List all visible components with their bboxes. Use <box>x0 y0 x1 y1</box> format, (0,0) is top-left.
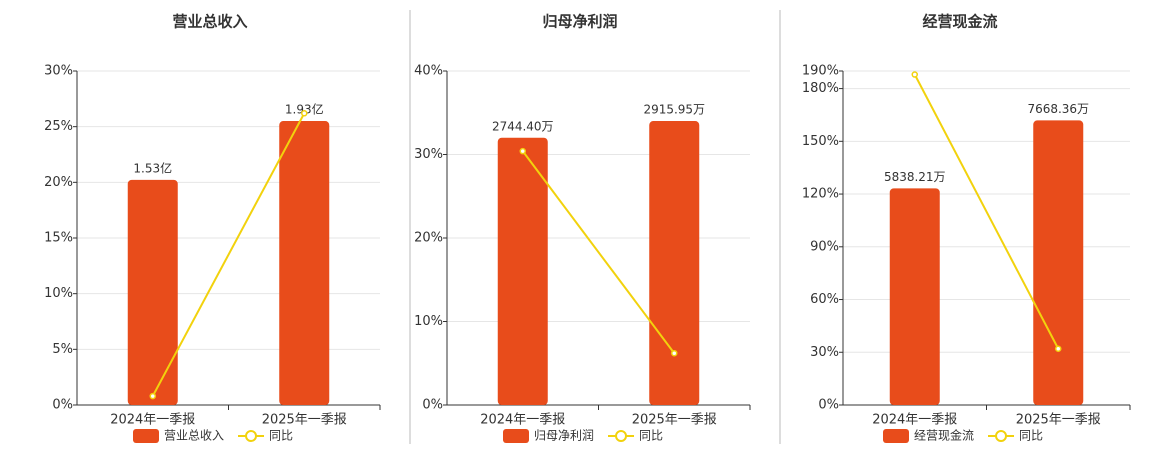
y-tick-label: 25% <box>44 119 73 134</box>
legend-swatch <box>133 429 159 443</box>
y-tick-label: 0% <box>818 398 839 413</box>
x-tick-label: 2024年一季报 <box>110 413 195 428</box>
y-tick-label: 30% <box>414 147 443 162</box>
y-tick-label: 30% <box>810 345 839 360</box>
y-tick-label: 0% <box>52 398 73 413</box>
bar <box>279 121 330 405</box>
y-tick-label: 10% <box>414 314 443 329</box>
line-point <box>671 349 678 357</box>
y-tick-label: 10% <box>44 286 73 301</box>
data-label: 2744.40万 <box>492 119 554 133</box>
line-point <box>301 110 308 117</box>
y-tick-label: 20% <box>414 231 443 246</box>
line <box>151 112 306 397</box>
legend-swatch <box>995 430 1008 442</box>
y-tick-label: 190% <box>802 64 839 79</box>
x-tick-label: 2025年一季报 <box>1016 413 1101 428</box>
legend-swatch <box>615 430 628 442</box>
bar <box>649 121 700 405</box>
legend-swatch <box>245 430 258 442</box>
legend-swatch <box>503 429 529 443</box>
data-label: 5838.21万 <box>884 170 946 184</box>
x-tick-label: 2025年一季报 <box>632 413 717 428</box>
legend-label: 同比 <box>639 429 663 443</box>
legend-swatch <box>883 429 909 443</box>
bar <box>889 188 940 405</box>
legend-label: 归母净利润 <box>534 429 594 443</box>
y-tick-label: 40% <box>414 64 443 79</box>
chart-title: 经营现金流 <box>922 13 997 31</box>
bar <box>127 179 178 405</box>
legend-label: 经营现金流 <box>914 428 974 443</box>
data-label: 1.53亿 <box>133 160 172 175</box>
bar <box>1033 120 1084 405</box>
y-tick-label: 20% <box>44 175 73 190</box>
y-tick-label: 120% <box>802 187 839 202</box>
y-tick-label: 150% <box>802 134 839 149</box>
chart-title: 归母净利润 <box>542 13 617 31</box>
data-label: 1.93亿 <box>285 102 324 117</box>
x-tick-label: 2024年一季报 <box>872 413 957 428</box>
data-label: 2915.95万 <box>643 103 705 117</box>
line-point <box>1055 345 1062 352</box>
y-tick-label: 0% <box>422 398 443 413</box>
chart-title: 营业总收入 <box>172 13 247 31</box>
x-tick-label: 2025年一季报 <box>262 413 347 428</box>
line <box>913 74 1060 350</box>
bar <box>497 137 548 405</box>
y-tick-label: 180% <box>802 81 839 96</box>
y-tick-label: 15% <box>44 231 73 246</box>
y-tick-label: 60% <box>810 292 839 307</box>
legend-label: 同比 <box>1019 429 1043 443</box>
legend-label: 营业总收入 <box>164 429 224 443</box>
line-point <box>149 392 156 400</box>
legend-label: 同比 <box>269 429 293 443</box>
y-tick-label: 30% <box>44 64 73 79</box>
line <box>521 150 676 354</box>
x-tick-label: 2024年一季报 <box>480 413 565 428</box>
y-tick-label: 90% <box>810 239 839 254</box>
line-point <box>911 71 918 78</box>
y-tick-label: 5% <box>52 342 73 357</box>
line-point <box>519 147 526 155</box>
data-label: 7668.36万 <box>1027 102 1089 116</box>
